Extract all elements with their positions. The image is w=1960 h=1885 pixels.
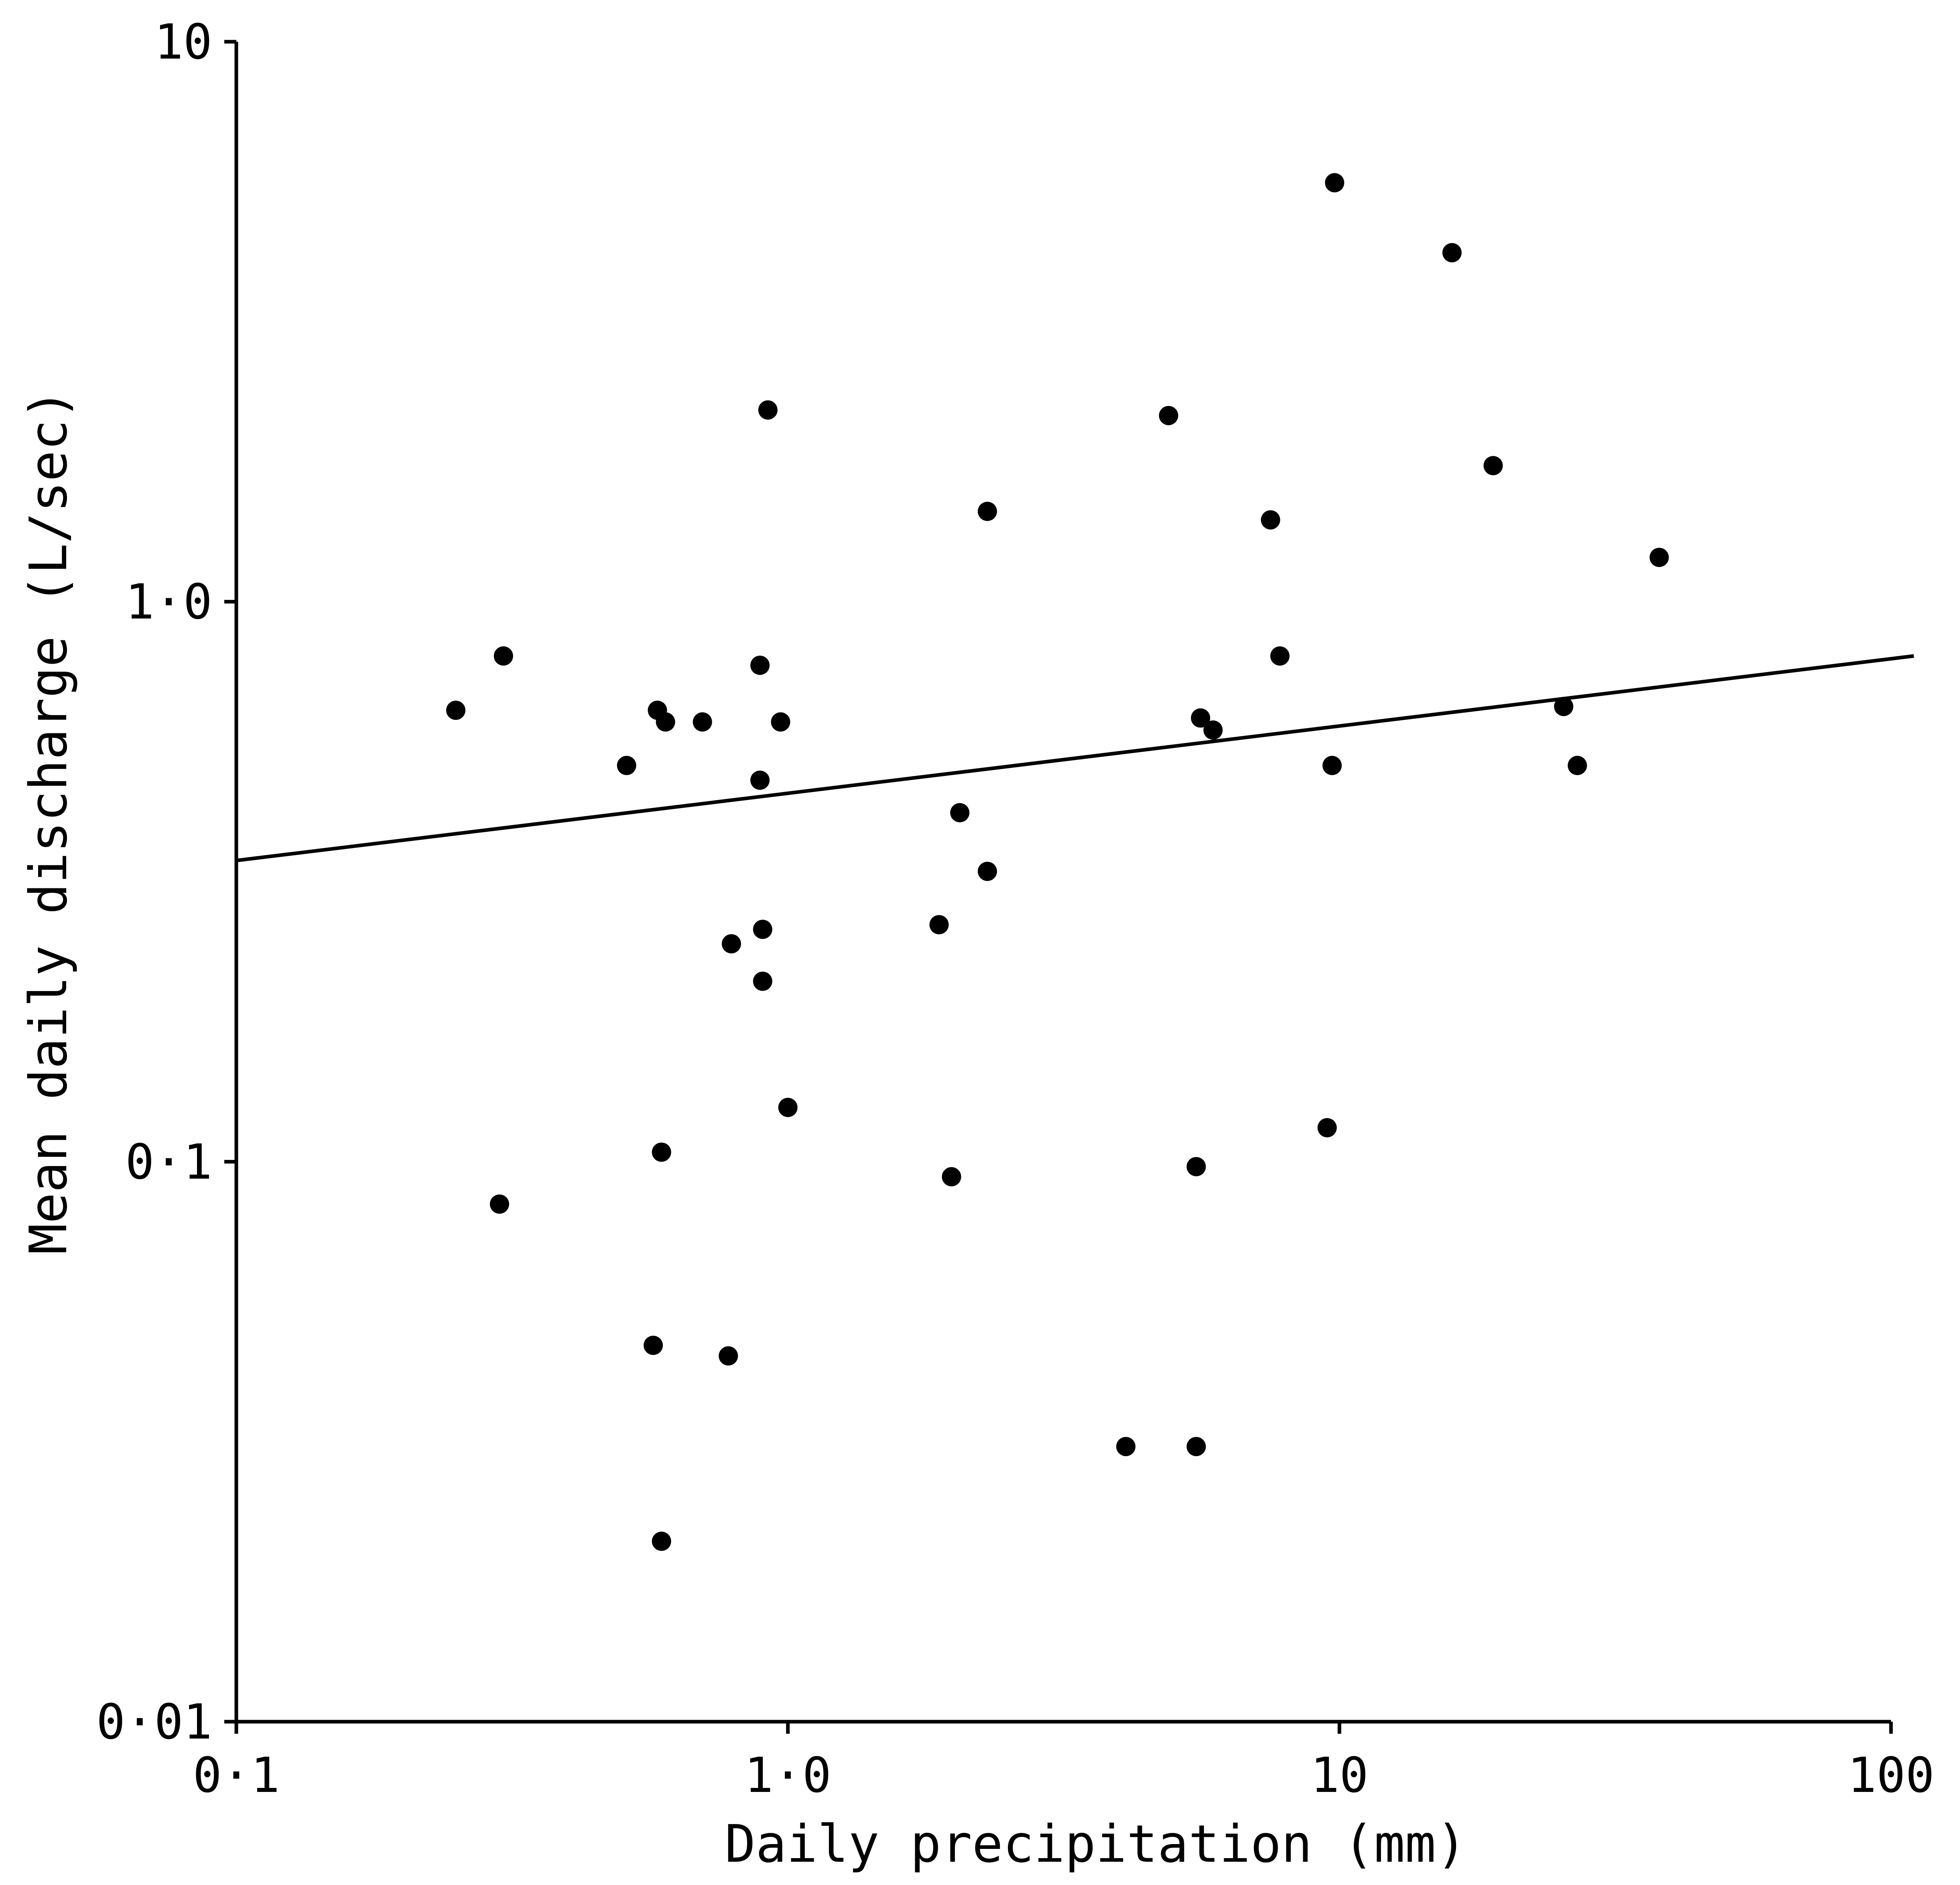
data-point xyxy=(1186,1437,1206,1456)
data-point xyxy=(1186,1157,1206,1176)
data-point xyxy=(942,1167,961,1186)
data-points xyxy=(446,173,1669,1551)
y-axis-title: Mean daily discharge (L/sec) xyxy=(19,389,79,1255)
data-point xyxy=(1261,510,1280,530)
data-point xyxy=(1554,697,1574,716)
data-point xyxy=(721,934,741,954)
x-axis-title: Daily precipitation (mm) xyxy=(725,1814,1467,1874)
x-tick-label: 1·0 xyxy=(744,1748,831,1804)
axes xyxy=(234,42,1891,1724)
data-point xyxy=(1442,243,1462,262)
y-tick-label: 0·1 xyxy=(125,1134,212,1190)
data-point xyxy=(494,646,513,666)
x-ticks: 0·1 1·0 10 100 xyxy=(193,1722,1935,1804)
y-ticks: 0·01 0·1 1·0 10 xyxy=(96,14,236,1750)
data-point xyxy=(446,701,465,720)
x-tick-label: 100 xyxy=(1848,1748,1935,1804)
data-point xyxy=(1191,708,1211,728)
data-point xyxy=(617,756,636,775)
regression-line xyxy=(236,654,1914,863)
y-tick-label: 1·0 xyxy=(125,575,212,630)
data-point xyxy=(753,971,772,991)
data-point xyxy=(758,400,778,420)
data-point xyxy=(652,1532,671,1551)
data-point xyxy=(644,1336,663,1355)
data-point xyxy=(771,712,790,732)
data-point xyxy=(693,712,712,732)
data-point xyxy=(778,1098,798,1117)
data-point xyxy=(1317,1118,1337,1138)
x-tick-label: 0·1 xyxy=(193,1748,280,1804)
data-point xyxy=(753,920,772,939)
data-point xyxy=(1159,406,1178,425)
data-point xyxy=(656,712,675,732)
data-point xyxy=(1322,756,1342,775)
y-tick-label: 0·01 xyxy=(96,1694,212,1750)
y-tick-label: 10 xyxy=(154,14,213,70)
data-point xyxy=(1203,720,1223,740)
data-point xyxy=(1116,1437,1135,1456)
data-point xyxy=(1568,756,1587,775)
data-point xyxy=(1325,173,1345,193)
data-point xyxy=(977,861,997,881)
data-point xyxy=(750,770,770,790)
data-point xyxy=(719,1346,738,1366)
data-point xyxy=(950,803,970,823)
data-point xyxy=(1270,646,1290,666)
data-point xyxy=(929,915,949,934)
data-point xyxy=(652,1142,671,1162)
x-tick-label: 10 xyxy=(1310,1748,1369,1804)
data-point xyxy=(750,656,770,675)
data-point xyxy=(977,502,997,521)
data-point xyxy=(1649,548,1669,567)
data-point xyxy=(1483,456,1503,475)
data-point xyxy=(489,1194,509,1214)
